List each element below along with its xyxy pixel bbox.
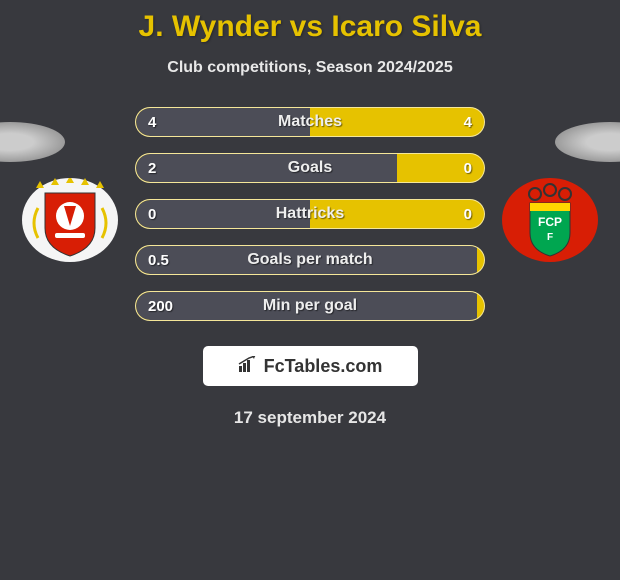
date-text: 17 september 2024 bbox=[0, 408, 620, 428]
club-badge-right: FCP F bbox=[500, 178, 600, 262]
watermark-badge: FcTables.com bbox=[203, 346, 418, 386]
stat-row: 0Hattricks0 bbox=[135, 199, 485, 229]
decorative-ellipse-right bbox=[555, 122, 620, 162]
stat-label: Matches bbox=[136, 108, 484, 136]
stat-row: 2Goals0 bbox=[135, 153, 485, 183]
stat-row: 4Matches4 bbox=[135, 107, 485, 137]
season-subtitle: Club competitions, Season 2024/2025 bbox=[0, 59, 620, 77]
stat-value-right: 0 bbox=[464, 154, 472, 182]
stat-label: Min per goal bbox=[136, 292, 484, 320]
comparison-title: J. Wynder vs Icaro Silva bbox=[0, 0, 620, 44]
stats-container: 4Matches42Goals00Hattricks00.5Goals per … bbox=[135, 107, 485, 321]
svg-text:F: F bbox=[547, 232, 553, 243]
chart-icon bbox=[238, 356, 258, 377]
club-badge-left bbox=[20, 178, 120, 262]
stat-label: Hattricks bbox=[136, 200, 484, 228]
watermark-text: FcTables.com bbox=[264, 356, 383, 377]
stat-value-right: 0 bbox=[464, 200, 472, 228]
stat-value-right: 4 bbox=[464, 108, 472, 136]
stat-label: Goals per match bbox=[136, 246, 484, 274]
svg-text:FCP: FCP bbox=[538, 215, 562, 229]
stat-row: 200Min per goal bbox=[135, 291, 485, 321]
decorative-ellipse-left bbox=[0, 122, 65, 162]
stat-label: Goals bbox=[136, 154, 484, 182]
stat-row: 0.5Goals per match bbox=[135, 245, 485, 275]
